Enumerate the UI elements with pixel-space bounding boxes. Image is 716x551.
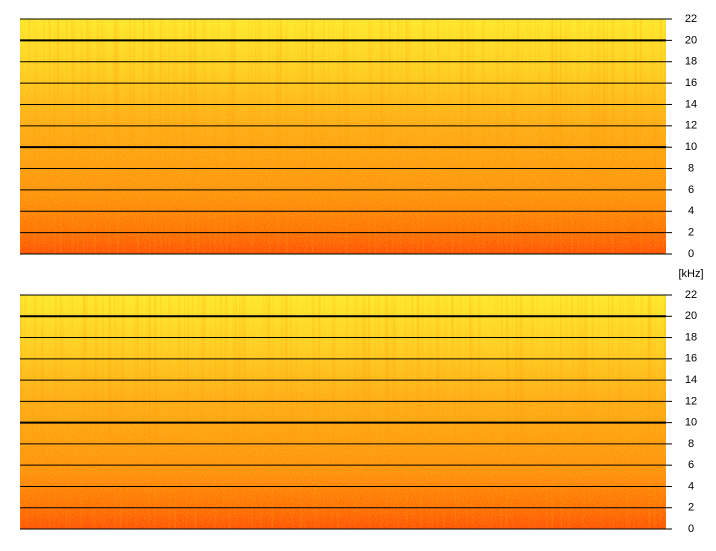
y-tick-label: 12 (685, 120, 697, 132)
y-tick-label: 4 (688, 205, 694, 217)
y-tick-label: 6 (688, 459, 694, 471)
y-tick-label: 2 (688, 227, 694, 239)
y-tick-label: 6 (688, 184, 694, 196)
y-tick-label: 16 (685, 77, 697, 89)
y-tick-label: 14 (685, 374, 697, 386)
y-tick-label: 22 (685, 289, 697, 301)
y-tick-label: 10 (685, 417, 697, 429)
y-tick-label: 8 (688, 438, 694, 450)
y-axis-label: [kHz] (678, 268, 703, 280)
y-tick-label: 22 (685, 13, 697, 25)
y-tick-label: 0 (688, 248, 694, 260)
y-tick-label: 14 (685, 98, 697, 110)
y-tick-label: 8 (688, 162, 694, 174)
spectrogram-speckle (20, 19, 666, 254)
y-tick-label: 0 (688, 523, 694, 535)
spectrogram-speckle (20, 295, 666, 529)
y-tick-label: 20 (685, 310, 697, 322)
y-tick-label: 16 (685, 353, 697, 365)
y-tick-label: 18 (685, 331, 697, 343)
y-tick-label: 18 (685, 56, 697, 68)
y-tick-label: 20 (685, 34, 697, 46)
y-tick-label: 10 (685, 141, 697, 153)
y-tick-label: 2 (688, 502, 694, 514)
y-tick-label: 12 (685, 395, 697, 407)
y-tick-label: 4 (688, 480, 694, 492)
